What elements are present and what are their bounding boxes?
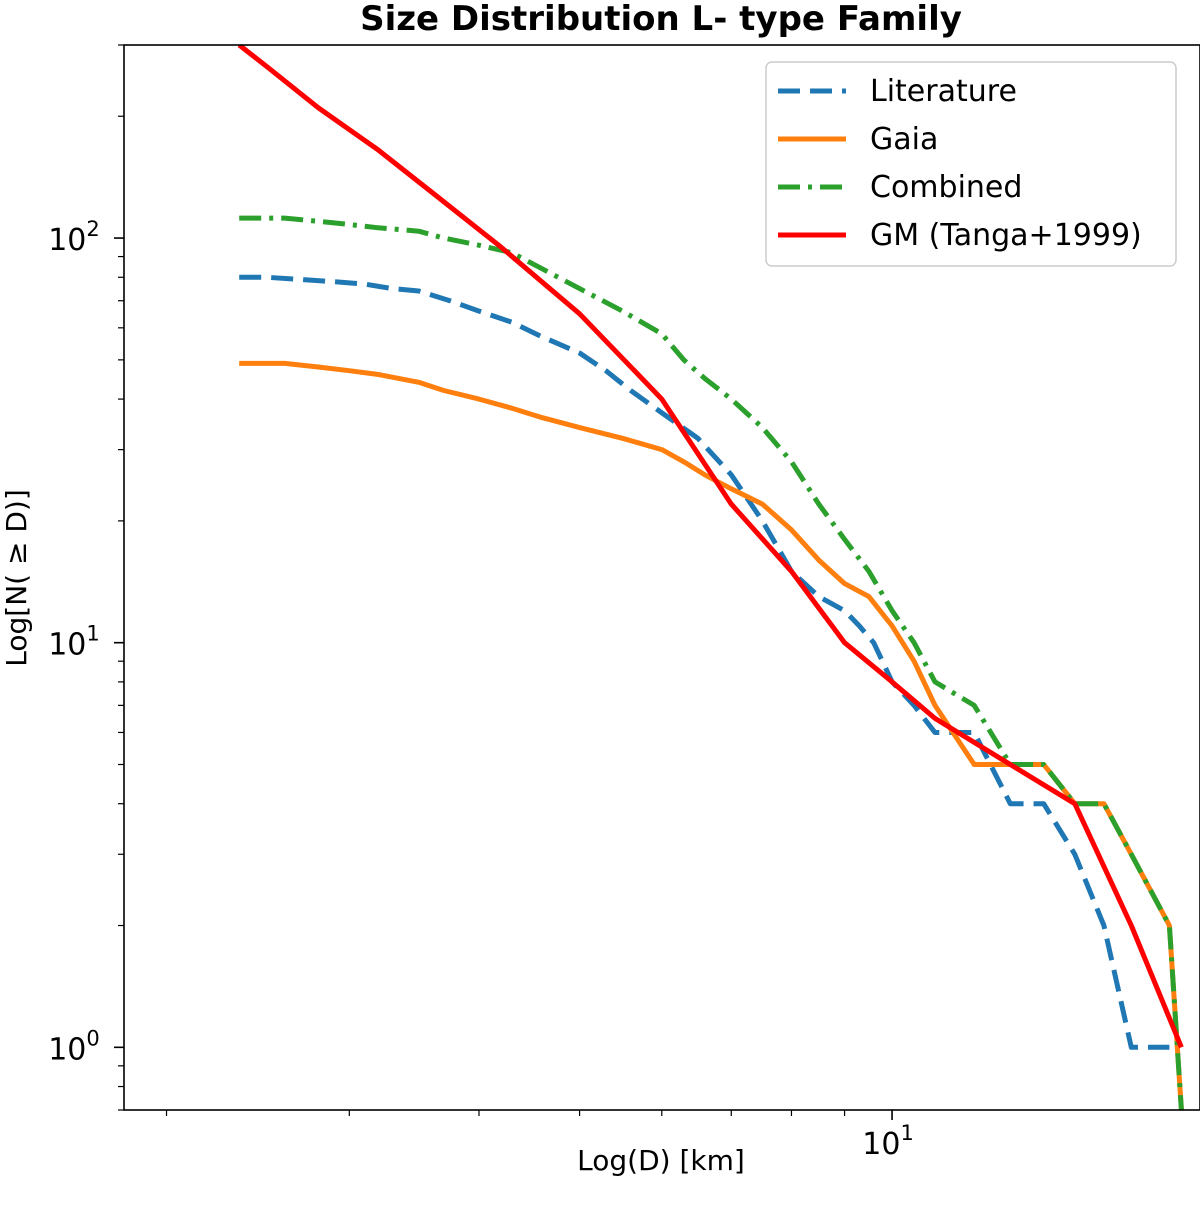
series-line-4 bbox=[237, 45, 1184, 1049]
series-layer bbox=[237, 45, 1184, 1110]
x-axis-label: Log(D) [km] bbox=[577, 1144, 745, 1177]
legend-label-3: Combined bbox=[870, 170, 1022, 205]
y-axis-label: Log[N( ≥ D)] bbox=[0, 489, 33, 666]
legend-label-1: Literature bbox=[870, 74, 1017, 109]
y-tick-label: 101 bbox=[48, 622, 100, 663]
x-tick-label: 101 bbox=[862, 1121, 914, 1162]
y-tick-label: 100 bbox=[48, 1026, 100, 1067]
y-tick-label: 102 bbox=[48, 217, 100, 258]
series-line-1 bbox=[239, 274, 1170, 1050]
legend-box bbox=[765, 61, 1177, 267]
series-line-2 bbox=[239, 360, 1184, 1110]
tick-layer: 100 101 102 101 bbox=[48, 44, 914, 1162]
legend: Literature Gaia Combined GM (Tanga+1999) bbox=[765, 61, 1177, 267]
series-line-3 bbox=[239, 215, 1184, 1110]
legend-label-4: GM (Tanga+1999) bbox=[870, 218, 1142, 253]
chart-title: Size Distribution L- type Family bbox=[360, 0, 962, 39]
legend-label-2: Gaia bbox=[870, 122, 938, 157]
